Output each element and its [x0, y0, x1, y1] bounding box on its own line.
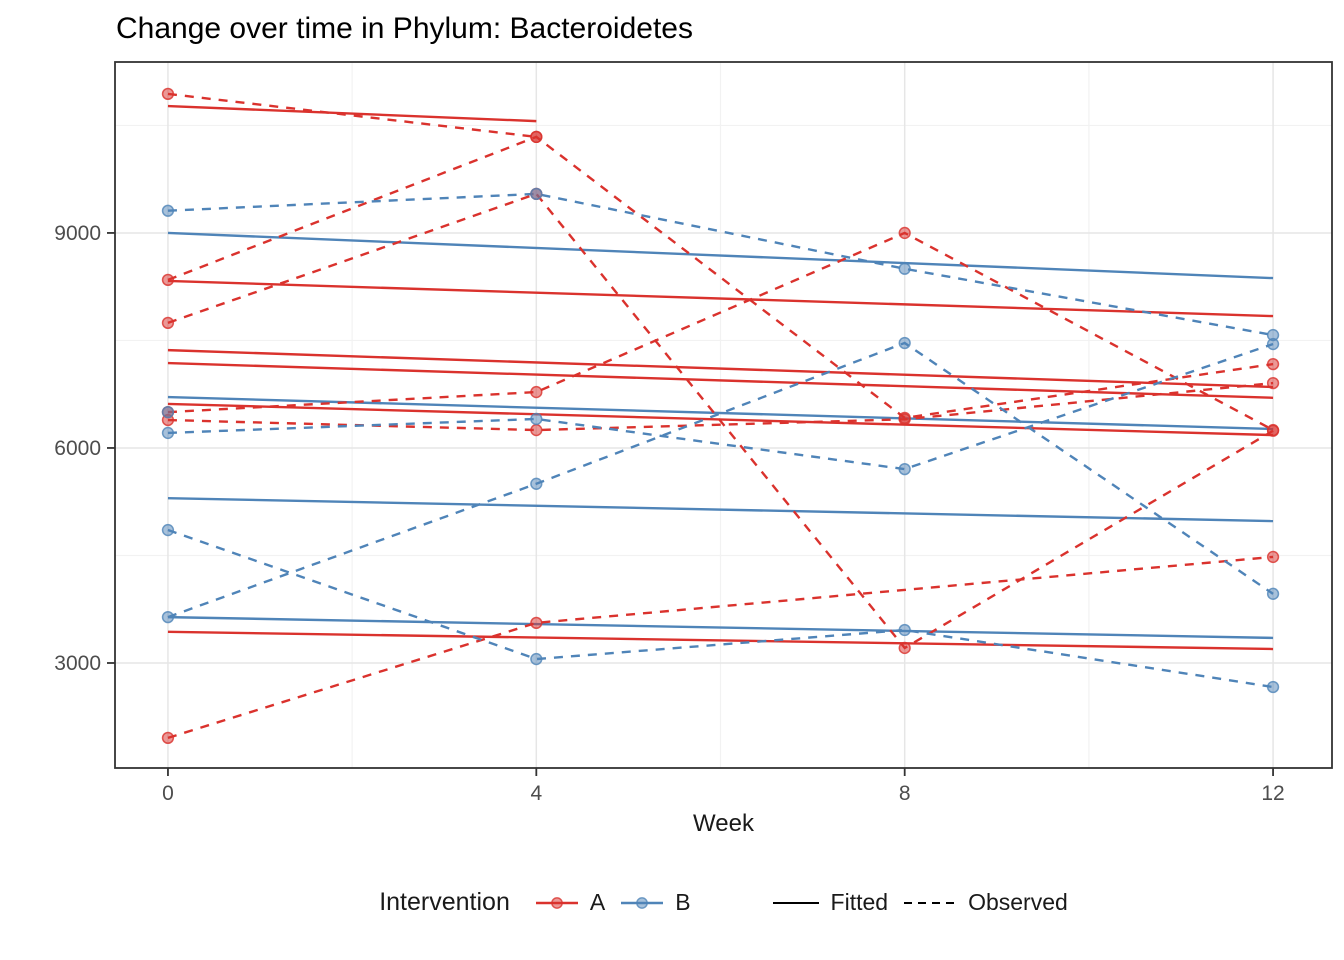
fitted-line-a [167, 348, 1274, 389]
data-point-a [161, 731, 175, 745]
legend-label-fitted: Fitted [830, 889, 889, 915]
legend-key-b-icon [621, 896, 664, 909]
data-point-b [161, 523, 175, 537]
observed-line-a [167, 192, 1274, 650]
legend-item-observed: Observed [902, 889, 1068, 916]
fitted-line-a [167, 630, 1274, 651]
fitted-line-b [167, 496, 1274, 523]
data-point-a [898, 226, 911, 240]
data-point-a [1266, 550, 1280, 564]
observed-line-a [167, 135, 1274, 420]
data-point-a [161, 87, 175, 101]
x-tick-label: 8 [899, 782, 911, 805]
observed-line-a [167, 381, 1274, 432]
data-point-a [161, 316, 175, 330]
data-point-b [530, 412, 543, 426]
y-tick-label: 3000 [54, 652, 101, 675]
data-point-b [530, 477, 543, 490]
fitted-line-b [167, 231, 1274, 280]
data-point-a [898, 641, 911, 655]
legend: Intervention A B Fitted Observed [115, 888, 1332, 917]
observed-line-a [167, 231, 1274, 432]
fitted-line-a [167, 279, 1274, 318]
panel-border [114, 61, 1333, 769]
legend-item-a: A [534, 889, 605, 916]
x-tick-label: 4 [530, 782, 542, 805]
x-axis-label: Week [693, 810, 754, 837]
legend-key-a-icon [535, 896, 578, 909]
data-point-b [898, 336, 911, 350]
data-point-a [530, 385, 543, 399]
data-point-b [161, 610, 175, 624]
data-point-a [161, 273, 175, 287]
data-point-b [530, 187, 543, 201]
data-point-b [1266, 680, 1280, 694]
data-point-b [1266, 337, 1280, 351]
chart-title: Change over time in Phylum: Bacteroidete… [116, 12, 693, 45]
fitted-line-b [167, 395, 1274, 431]
fitted-line-b [167, 615, 1274, 640]
plot-panel [115, 62, 1332, 768]
observed-line-b [167, 528, 1274, 689]
data-point-b [898, 262, 911, 275]
legend-key-fitted-icon [772, 901, 819, 904]
y-tick-label: 6000 [54, 437, 101, 460]
data-point-b [161, 426, 175, 440]
x-tick-label: 12 [1261, 782, 1284, 805]
legend-label-a: A [589, 889, 606, 915]
data-point-a [530, 130, 543, 144]
data-point-a [530, 423, 543, 437]
observed-line-a [167, 92, 537, 139]
legend-title: Intervention [379, 888, 510, 916]
observed-line-b [167, 341, 1274, 619]
data-point-a [530, 616, 543, 630]
legend-item-fitted: Fitted [771, 889, 889, 916]
legend-key-observed-icon [904, 901, 957, 904]
data-point-b [161, 204, 175, 217]
legend-label-observed: Observed [968, 889, 1068, 915]
data-point-a [1266, 376, 1280, 390]
data-point-a [1266, 357, 1280, 371]
data-point-a [1266, 423, 1280, 437]
y-tick-label: 9000 [54, 222, 101, 245]
data-point-b [898, 623, 911, 637]
legend-label-b: B [675, 889, 691, 915]
x-tick-label: 0 [162, 782, 174, 805]
data-point-b [530, 652, 543, 666]
data-point-b [1266, 587, 1280, 600]
data-point-a [898, 413, 911, 426]
data-point-b [161, 405, 175, 419]
line-chart: 3000 6000 9000 0 4 8 12 [54, 61, 1333, 805]
legend-item-b: B [619, 889, 691, 916]
data-point-b [898, 462, 911, 476]
fitted-line-a [167, 104, 537, 123]
